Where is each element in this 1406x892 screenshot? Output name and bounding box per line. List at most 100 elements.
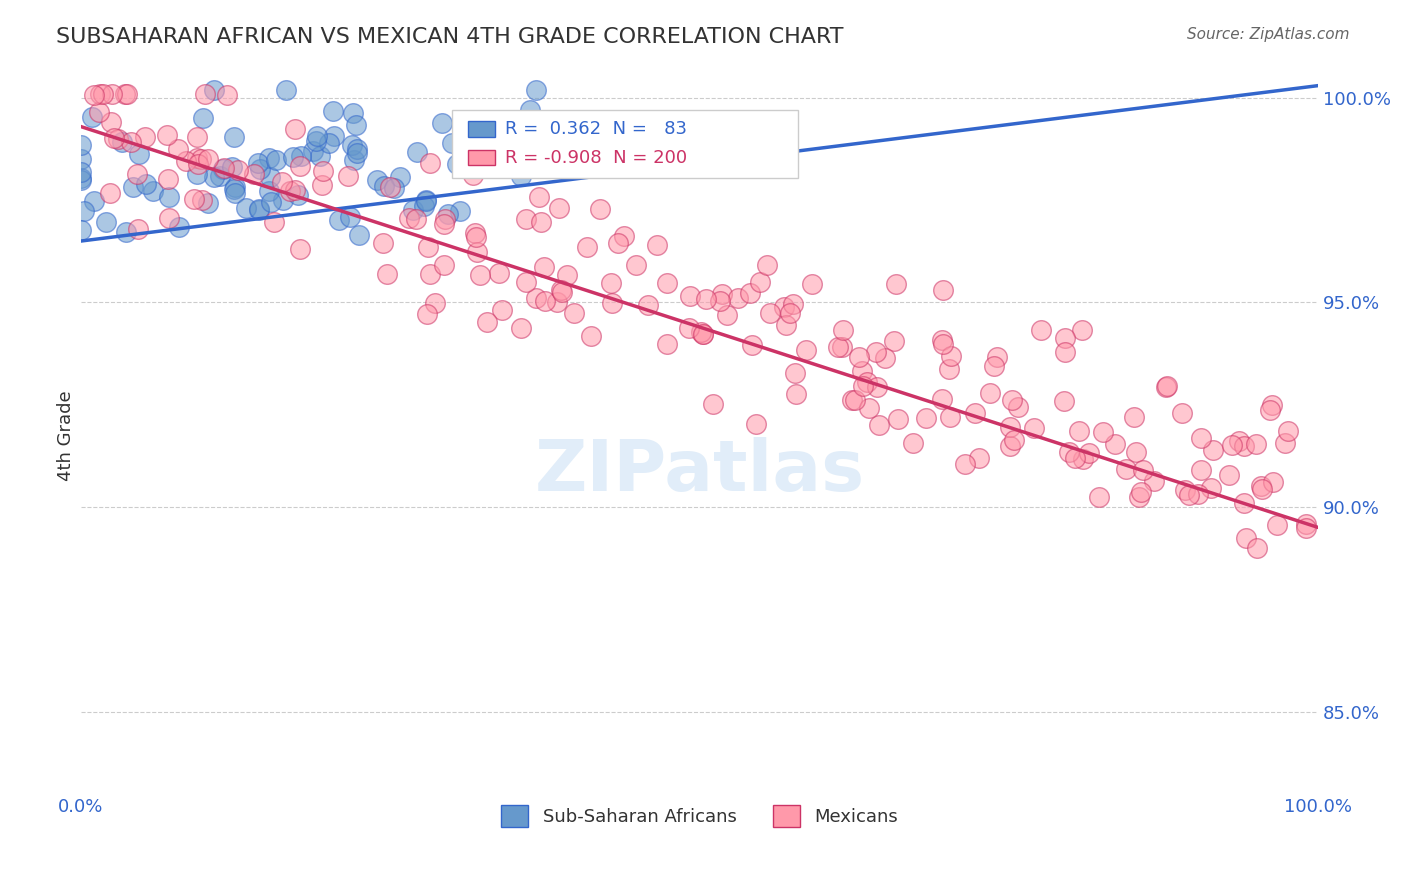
Point	[276, 83, 298, 97]
Point	[678, 320, 700, 334]
Point	[382, 181, 405, 195]
Point	[186, 167, 208, 181]
Point	[89, 87, 111, 101]
Point	[758, 305, 780, 319]
Point	[1258, 402, 1281, 417]
Point	[1156, 378, 1178, 392]
Point	[73, 203, 96, 218]
Point	[263, 215, 285, 229]
Point	[235, 201, 257, 215]
Point	[600, 296, 623, 310]
Point	[224, 182, 246, 196]
Point	[1261, 475, 1284, 489]
Point	[115, 225, 138, 239]
Point	[953, 457, 976, 471]
Point	[1171, 406, 1194, 420]
Point	[1071, 451, 1094, 466]
Point	[312, 164, 335, 178]
Point	[1125, 445, 1147, 459]
Point	[967, 451, 990, 466]
Point	[413, 199, 436, 213]
Point	[515, 212, 537, 227]
Point	[446, 157, 468, 171]
Point	[657, 277, 679, 291]
Point	[575, 240, 598, 254]
Point	[187, 156, 209, 170]
Point	[1053, 345, 1076, 359]
Point	[986, 350, 1008, 364]
Point	[323, 128, 346, 143]
Point	[938, 362, 960, 376]
Point	[83, 194, 105, 209]
Point	[425, 296, 447, 310]
Point	[215, 87, 238, 102]
Point	[101, 87, 124, 101]
Point	[519, 103, 541, 117]
Point	[941, 349, 963, 363]
Point	[1295, 516, 1317, 531]
Point	[520, 127, 543, 141]
Point	[208, 169, 231, 183]
Point	[461, 168, 484, 182]
Point	[1178, 487, 1201, 501]
Point	[530, 214, 553, 228]
Point	[226, 163, 249, 178]
Point	[186, 152, 208, 166]
Point	[432, 258, 454, 272]
Point	[1128, 490, 1150, 504]
Point	[711, 287, 734, 301]
FancyBboxPatch shape	[451, 110, 799, 178]
Point	[1218, 467, 1240, 482]
Point	[551, 285, 574, 300]
Text: R =  0.362  N =   83: R = 0.362 N = 83	[505, 120, 688, 138]
Point	[243, 167, 266, 181]
Point	[555, 268, 578, 283]
Point	[883, 334, 905, 348]
Point	[1233, 496, 1256, 510]
Point	[1122, 409, 1144, 424]
Point	[599, 276, 621, 290]
Point	[512, 123, 534, 137]
Point	[546, 294, 568, 309]
Point	[783, 366, 806, 380]
Point	[127, 221, 149, 235]
Point	[855, 375, 877, 389]
Point	[257, 152, 280, 166]
Point	[533, 260, 555, 274]
Point	[745, 417, 768, 432]
Point	[702, 397, 724, 411]
Point	[415, 194, 437, 208]
Point	[69, 171, 91, 186]
Point	[271, 175, 294, 189]
Point	[567, 140, 589, 154]
Point	[637, 298, 659, 312]
Point	[419, 155, 441, 169]
Point	[932, 337, 955, 351]
Point	[915, 410, 938, 425]
Point	[339, 210, 361, 224]
Point	[1031, 323, 1053, 337]
Point	[311, 178, 333, 192]
Point	[1022, 421, 1045, 435]
Point	[69, 153, 91, 167]
Point	[80, 110, 103, 124]
Point	[1277, 424, 1299, 438]
Point	[716, 308, 738, 322]
Point	[827, 340, 849, 354]
Point	[430, 115, 453, 129]
Point	[290, 149, 312, 163]
Point	[1174, 483, 1197, 497]
Point	[755, 258, 778, 272]
Point	[998, 420, 1021, 434]
Point	[491, 302, 513, 317]
Point	[931, 333, 953, 347]
Point	[1189, 463, 1212, 477]
Point	[465, 245, 488, 260]
Legend: Sub-Saharan Africans, Mexicans: Sub-Saharan Africans, Mexicans	[494, 798, 905, 834]
Point	[264, 153, 287, 168]
Point	[690, 325, 713, 339]
Point	[157, 211, 180, 226]
Point	[562, 306, 585, 320]
Point	[1053, 393, 1076, 408]
Point	[550, 283, 572, 297]
